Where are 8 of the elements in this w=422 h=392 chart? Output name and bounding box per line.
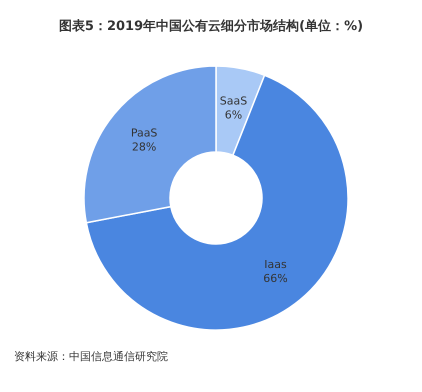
slice-label: Iaas	[264, 258, 287, 271]
text: 资料来源：中国信息通信研究院	[14, 350, 168, 363]
slice-label: SaaS	[220, 94, 248, 108]
chart-title: 图表5：2019年中国公有云细分市场结构(单位：%)	[58, 18, 364, 34]
data-label: 66%	[263, 272, 288, 285]
data-label: 6%	[224, 108, 242, 122]
slice-label: PaaS	[130, 126, 158, 140]
data-label: 28%	[132, 140, 156, 154]
